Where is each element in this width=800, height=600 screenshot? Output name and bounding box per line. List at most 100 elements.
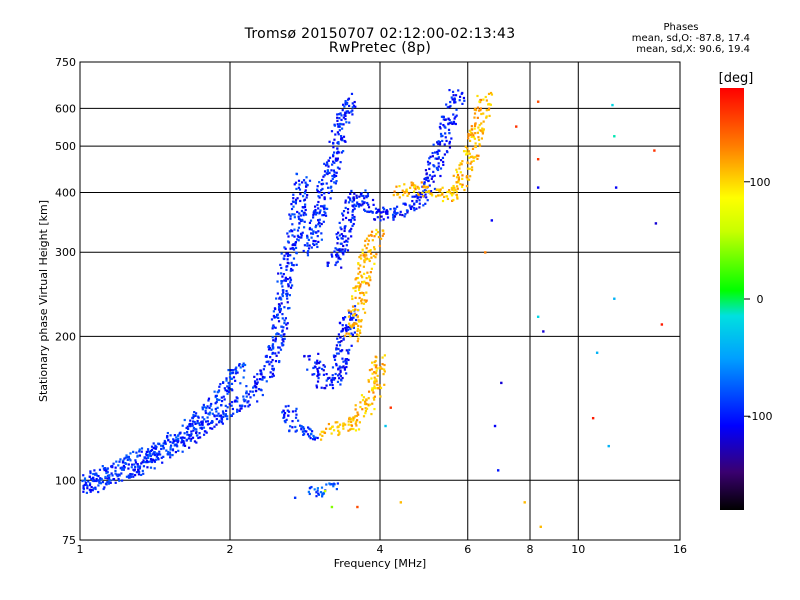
data-point: [370, 234, 373, 237]
data-point: [115, 460, 118, 463]
data-point: [474, 109, 478, 112]
data-point: [333, 138, 336, 141]
data-point: [374, 207, 378, 210]
data-point: [429, 155, 432, 158]
data-point: [307, 435, 311, 438]
data-point: [284, 247, 287, 250]
data-point: [121, 461, 125, 464]
data-point: [411, 182, 415, 185]
data-point: [272, 369, 275, 372]
data-point: [323, 197, 326, 201]
data-point: [219, 414, 223, 417]
data-point: [318, 191, 321, 194]
data-point: [411, 205, 414, 208]
data-point: [315, 491, 318, 494]
data-point: [297, 186, 300, 189]
data-point: [308, 492, 311, 496]
data-point: [296, 197, 299, 200]
data-point: [132, 468, 135, 471]
data-point: [437, 142, 440, 146]
data-point: [226, 392, 229, 395]
data-point: [427, 163, 430, 166]
data-point: [376, 216, 379, 219]
data-point: [485, 99, 488, 102]
data-point: [315, 242, 318, 246]
data-point: [343, 240, 346, 243]
data-point: [306, 234, 309, 237]
data-point: [197, 436, 200, 440]
data-point: [338, 344, 342, 347]
data-point: [243, 369, 246, 372]
data-point: [281, 294, 284, 298]
data-point: [286, 258, 289, 261]
data-point: [337, 429, 340, 432]
data-point: [311, 438, 315, 441]
data-point: [318, 366, 321, 369]
data-point: [434, 157, 437, 160]
data-point: [434, 195, 438, 198]
data-point: [155, 445, 158, 449]
data-point: [470, 131, 473, 134]
data-point: [457, 178, 461, 181]
data-point: [350, 92, 354, 96]
data-point: [315, 386, 319, 389]
data-point: [81, 479, 84, 483]
data-point: [329, 427, 332, 430]
data-point: [215, 400, 218, 404]
data-point: [353, 100, 356, 104]
data-point: [289, 276, 292, 279]
data-point: [280, 302, 283, 305]
data-point: [352, 222, 355, 226]
data-point: [361, 251, 364, 255]
data-point: [97, 484, 100, 487]
data-point: [332, 146, 335, 149]
data-point: [215, 417, 218, 421]
data-point: [354, 278, 357, 281]
data-point: [354, 308, 357, 311]
data-point: [393, 210, 396, 213]
data-point: [439, 127, 442, 130]
data-point: [424, 193, 427, 196]
data-point: [303, 430, 307, 433]
data-point: [94, 479, 97, 482]
data-point: [477, 136, 480, 139]
data-point: [323, 365, 327, 368]
data-point: [314, 208, 317, 212]
data-point: [303, 192, 306, 195]
data-point: [345, 324, 348, 327]
data-point: [348, 315, 352, 318]
data-point: [160, 456, 163, 459]
data-point: [485, 115, 488, 118]
data-point: [393, 207, 396, 210]
data-point: [330, 189, 333, 192]
data-point: [231, 371, 235, 374]
data-point: [333, 151, 336, 154]
data-point: [355, 314, 358, 317]
data-point: [441, 156, 445, 160]
data-point: [373, 381, 376, 384]
data-point: [321, 182, 325, 185]
data-point: [349, 199, 352, 202]
data-point: [271, 367, 274, 370]
data-point: [343, 113, 346, 117]
data-point: [114, 466, 117, 469]
data-point: [214, 395, 217, 399]
data-point: [104, 469, 108, 472]
data-point: [482, 112, 485, 115]
data-point: [423, 181, 426, 184]
data-point: [466, 178, 469, 181]
data-point: [317, 200, 320, 204]
sparse-data-point: [293, 496, 297, 499]
data-point: [164, 442, 167, 445]
data-point: [342, 123, 345, 126]
data-point: [337, 341, 340, 344]
data-point: [205, 407, 208, 410]
data-point: [145, 453, 148, 456]
data-point: [371, 402, 374, 405]
data-point: [107, 482, 110, 485]
data-point: [120, 468, 124, 471]
data-point: [303, 198, 307, 201]
data-point: [242, 376, 245, 379]
data-point: [376, 383, 379, 386]
data-point: [389, 207, 392, 211]
